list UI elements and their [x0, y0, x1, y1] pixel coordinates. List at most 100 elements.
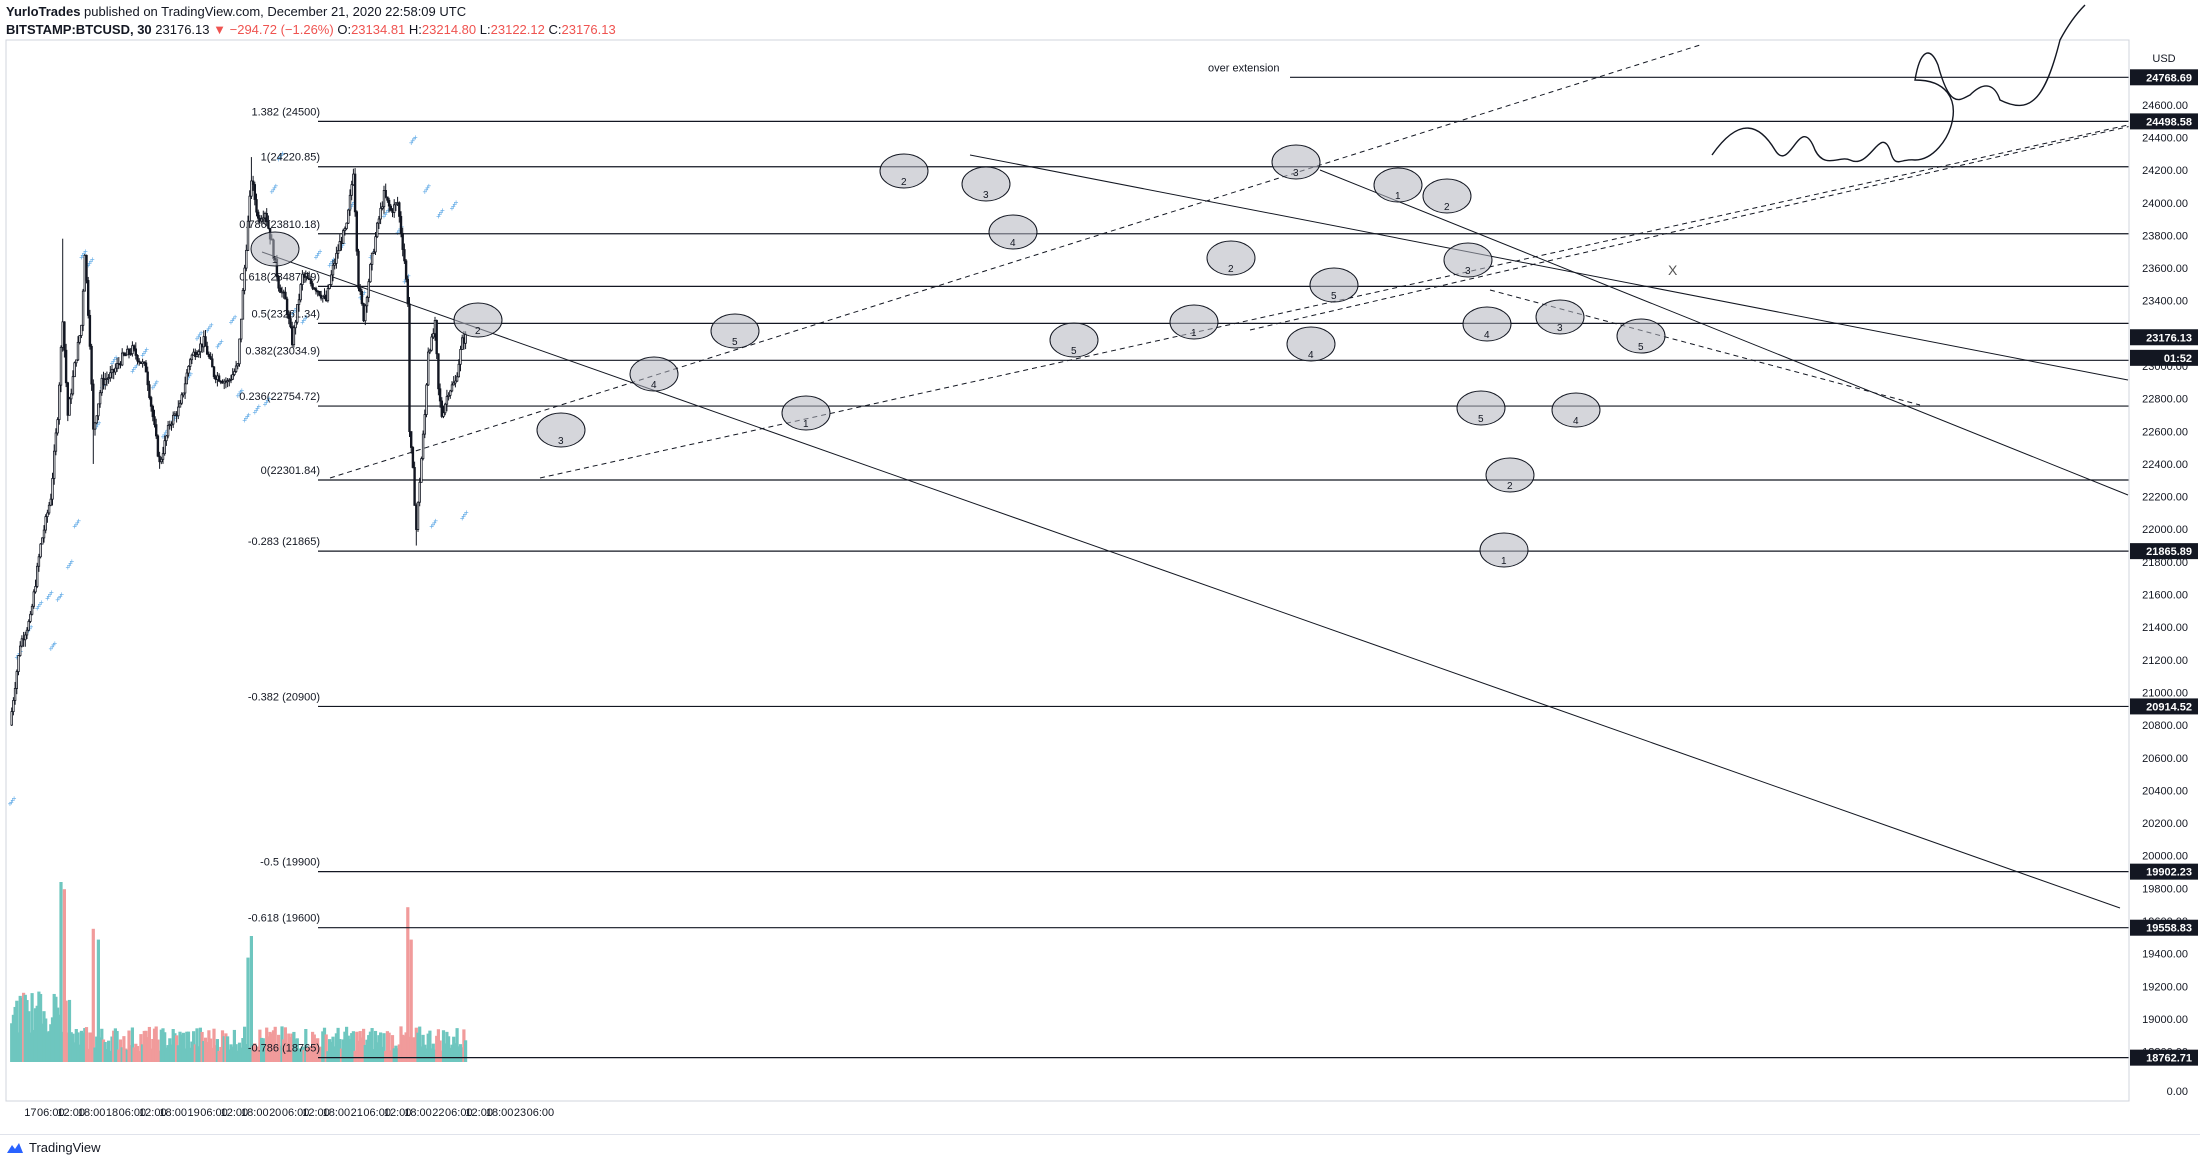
- volume-bar: [144, 1030, 148, 1062]
- price-tick: 20400.00: [2142, 785, 2188, 797]
- psar-dot: +: [39, 598, 44, 607]
- open-label: O:: [337, 22, 352, 37]
- volume-bar: [107, 1040, 111, 1062]
- psar-dot: +: [304, 312, 309, 321]
- candle-body: [255, 199, 258, 213]
- price-chart[interactable]: ++++++++++ ++++++++++++++++++++++++++++++…: [0, 0, 2200, 1134]
- candle-body: [333, 262, 336, 266]
- candle: [360, 288, 364, 306]
- candle-body: [260, 218, 263, 222]
- price-tag: 18762.71: [2130, 1049, 2198, 1066]
- volume-bar: [273, 1026, 277, 1062]
- candle-body: [37, 556, 41, 567]
- psar-dot: +: [450, 204, 455, 213]
- volume-bar: [118, 1039, 123, 1062]
- volume-bar: [101, 1039, 106, 1062]
- fib-level-label: over extension: [1208, 62, 1280, 74]
- price-tick: 23400.00: [2142, 296, 2188, 308]
- wave-marker: 5: [1309, 267, 1359, 303]
- candle: [76, 336, 80, 361]
- volume-bar: [212, 1028, 216, 1062]
- psar-dot: +: [301, 316, 306, 325]
- volume-bar: [368, 1031, 372, 1062]
- fib-level-label: -0.283 (21865): [248, 536, 320, 548]
- volume-bar: [433, 1049, 437, 1062]
- candle: [156, 434, 160, 458]
- wave-ellipse: [1616, 318, 1666, 354]
- volume-bar: [277, 1034, 281, 1062]
- candle-body: [253, 184, 257, 200]
- candle: [347, 209, 350, 225]
- volume-bar: [399, 1026, 403, 1062]
- candle: [97, 403, 100, 421]
- candle: [241, 287, 245, 320]
- volume-bar: [117, 1049, 121, 1062]
- candle-body: [171, 414, 175, 425]
- price-tick: 22800.00: [2142, 394, 2188, 406]
- volume-bar: [297, 1049, 301, 1062]
- volume-bar: [382, 1033, 386, 1062]
- publish-info: YurloTrades published on TradingView.com…: [6, 4, 466, 19]
- candle-body: [294, 321, 297, 329]
- volume-bar: [16, 1032, 21, 1062]
- psar-dot: +: [130, 367, 135, 376]
- wave-ellipse: [1169, 304, 1219, 340]
- candle: [149, 395, 153, 412]
- symbol-name[interactable]: BITSTAMP:BTCUSD, 30: [6, 22, 152, 37]
- volume-bar: [333, 1046, 337, 1062]
- volume-bar: [231, 1046, 235, 1062]
- volume-bar: [448, 1047, 452, 1062]
- psar-dot: +: [142, 349, 147, 358]
- candle-body: [318, 290, 321, 296]
- psar-dot: +: [230, 316, 235, 325]
- volume-bar: [280, 1026, 284, 1062]
- volume-bar: [197, 1046, 201, 1062]
- publisher-name[interactable]: YurloTrades: [6, 4, 81, 19]
- volume-bar: [266, 1036, 270, 1062]
- psar-dot: +: [402, 277, 407, 286]
- candle: [15, 669, 19, 695]
- volume-bar: [414, 1027, 418, 1062]
- candle: [250, 157, 253, 200]
- psar-dot: +: [94, 422, 99, 431]
- wave-marker: 4: [1551, 392, 1601, 428]
- candle-body: [131, 345, 134, 355]
- price-tag: 23176.13: [2130, 329, 2198, 346]
- candle-body: [10, 711, 13, 726]
- wave-marker: 1: [781, 395, 831, 431]
- candle: [64, 343, 68, 388]
- candle-body: [100, 377, 104, 394]
- wave-label: 2: [1444, 202, 1450, 213]
- candle: [30, 603, 34, 616]
- volume-bar: [384, 1050, 388, 1062]
- wave-label: 4: [1573, 416, 1579, 427]
- candle: [299, 283, 302, 303]
- psar-dot: +: [237, 390, 242, 399]
- candle-body: [58, 384, 61, 421]
- candle: [95, 415, 98, 425]
- volume-bar: [84, 1027, 89, 1062]
- volume-bar: [190, 1041, 194, 1062]
- candle-body: [243, 267, 246, 291]
- volume-bar: [304, 1029, 308, 1062]
- candle: [454, 374, 457, 388]
- psar-dot: +: [57, 594, 62, 603]
- volume-bar: [265, 1027, 269, 1062]
- price-axis[interactable]: USD 24600.00 24400.00 24200.00 24000.00 23800…: [2128, 40, 2200, 1101]
- psar-dot: +: [195, 335, 200, 344]
- tradingview-logo[interactable]: TradingView: [6, 1140, 101, 1155]
- candle: [389, 203, 393, 212]
- candle-body: [245, 249, 248, 269]
- candle-body: [44, 516, 47, 531]
- price-tag: 24768.69: [2130, 69, 2198, 86]
- price-tick: 22000.00: [2142, 524, 2188, 536]
- psar-dot: +: [35, 604, 40, 613]
- candle: [428, 348, 432, 355]
- volume-bar: [124, 1048, 128, 1062]
- volume-bar: [20, 997, 24, 1062]
- wave-ellipse: [1485, 457, 1535, 493]
- time-tick: 21: [351, 1107, 363, 1119]
- candle: [236, 363, 240, 370]
- trend-line: [1249, 109, 2200, 331]
